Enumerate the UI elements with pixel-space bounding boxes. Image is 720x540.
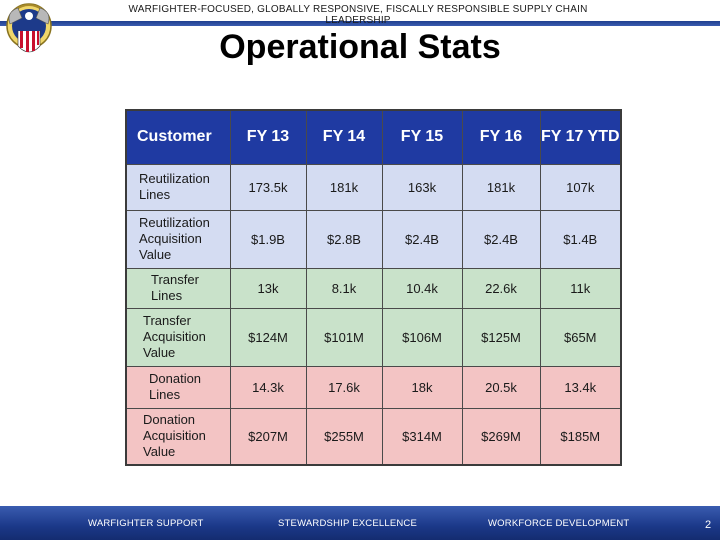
- column-header: FY 13: [229, 109, 307, 165]
- table-row: Transfer Lines 13k 8.1k 10.4k 22.6k 11k: [125, 267, 622, 309]
- column-header: Customer: [125, 109, 231, 165]
- table-cell: $2.8B: [305, 209, 383, 269]
- table-cell: $185M: [539, 407, 622, 466]
- table-row: Reutilization Lines 173.5k 181k 163k 181…: [125, 163, 622, 211]
- table-cell: 163k: [381, 163, 463, 211]
- column-header: FY 15: [381, 109, 463, 165]
- table-cell: 11k: [539, 267, 622, 309]
- table-header-row: Customer FY 13 FY 14 FY 15 FY 16 FY 17 Y…: [125, 109, 622, 165]
- bottom-banner: [0, 506, 720, 540]
- table-row: Donation Lines 14.3k 17.6k 18k 20.5k 13.…: [125, 365, 622, 409]
- table-cell: $314M: [381, 407, 463, 466]
- table-cell: 10.4k: [381, 267, 463, 309]
- table-cell: $101M: [305, 307, 383, 367]
- footer-warfighter-support: WARFIGHTER SUPPORT: [88, 518, 204, 529]
- table-cell: 107k: [539, 163, 622, 211]
- table-cell: 173.5k: [229, 163, 307, 211]
- table-cell: $2.4B: [461, 209, 541, 269]
- column-header: FY 16: [461, 109, 541, 165]
- row-label: Transfer Acquisition Value: [125, 307, 231, 367]
- table-cell: 22.6k: [461, 267, 541, 309]
- table-cell: 14.3k: [229, 365, 307, 409]
- table-cell: $255M: [305, 407, 383, 466]
- table-cell: $106M: [381, 307, 463, 367]
- footer-stewardship-excellence: STEWARDSHIP EXCELLENCE: [278, 518, 418, 529]
- page-title: Operational Stats: [219, 28, 501, 66]
- table-row: Transfer Acquisition Value $124M $101M $…: [125, 307, 622, 367]
- column-header: FY 17 YTD: [539, 109, 622, 165]
- table-row: Reutilization Acquisition Value $1.9B $2…: [125, 209, 622, 269]
- top-banner: [0, 0, 720, 26]
- row-label: Donation Lines: [125, 365, 231, 409]
- column-header: FY 14: [305, 109, 383, 165]
- table-cell: $125M: [461, 307, 541, 367]
- table-cell: 13.4k: [539, 365, 622, 409]
- agency-seal-icon: [6, 3, 52, 53]
- row-label: Reutilization Acquisition Value: [125, 209, 231, 269]
- row-label: Donation Acquisition Value: [125, 407, 231, 466]
- header-slogan: WARFIGHTER-FOCUSED, GLOBALLY RESPONSIVE,…: [128, 4, 588, 26]
- table-cell: $2.4B: [381, 209, 463, 269]
- table-cell: 13k: [229, 267, 307, 309]
- table-cell: $269M: [461, 407, 541, 466]
- table-row: Donation Acquisition Value $207M $255M $…: [125, 407, 622, 466]
- table-cell: 181k: [305, 163, 383, 211]
- operational-stats-table: Customer FY 13 FY 14 FY 15 FY 16 FY 17 Y…: [125, 109, 622, 466]
- row-label: Reutilization Lines: [125, 163, 231, 211]
- table-cell: 181k: [461, 163, 541, 211]
- table-cell: 18k: [381, 365, 463, 409]
- row-label: Transfer Lines: [125, 267, 231, 309]
- table-cell: $124M: [229, 307, 307, 367]
- table-cell: $1.9B: [229, 209, 307, 269]
- footer-workforce-development: WORKFORCE DEVELOPMENT: [488, 518, 630, 529]
- table-cell: $207M: [229, 407, 307, 466]
- table-cell: $65M: [539, 307, 622, 367]
- table-cell: 8.1k: [305, 267, 383, 309]
- table-cell: $1.4B: [539, 209, 622, 269]
- page-number: 2: [705, 519, 712, 531]
- table-cell: 17.6k: [305, 365, 383, 409]
- table-cell: 20.5k: [461, 365, 541, 409]
